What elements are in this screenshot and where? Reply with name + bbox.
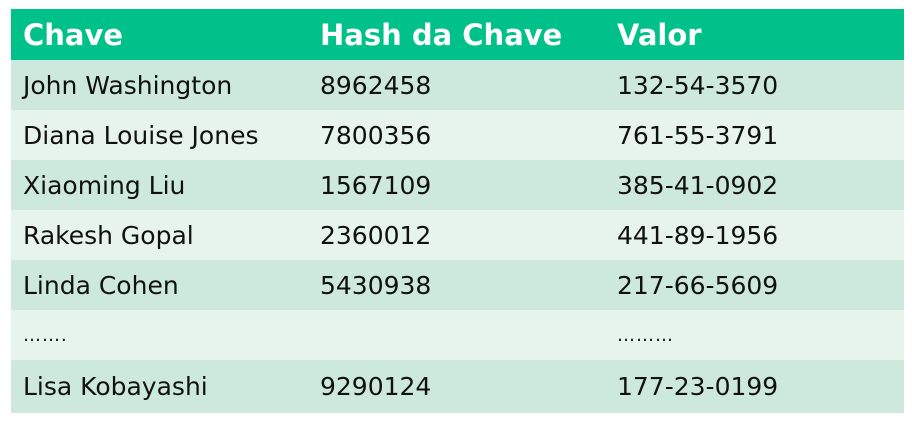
- cell-chave: Rakesh Gopal: [23, 220, 194, 250]
- table-row-ellipsis: ……. ………: [11, 310, 904, 360]
- table-row: Xiaoming Liu 1567109 385-41-0902: [11, 160, 904, 210]
- cell-valor: 177-23-0199: [617, 372, 779, 401]
- cell-chave: Xiaoming Liu: [23, 170, 186, 200]
- table-header: Chave Hash da Chave Valor: [11, 9, 904, 60]
- cell-valor: 761-55-3791: [617, 120, 779, 150]
- table-row: Diana Louise Jones 7800356 761-55-3791: [11, 110, 904, 160]
- cell-chave: Linda Cohen: [23, 270, 179, 300]
- cell-valor: 385-41-0902: [617, 170, 779, 200]
- header-row: Chave Hash da Chave Valor: [11, 9, 904, 60]
- cell-hash: 5430938: [320, 270, 432, 300]
- hash-table: Chave Hash da Chave Valor John Washingto…: [11, 9, 904, 413]
- cell-valor: 217-66-5609: [617, 270, 779, 300]
- table-body: John Washington 8962458 132-54-3570 Dian…: [11, 60, 904, 413]
- cell-chave-ellipsis: …….: [23, 324, 68, 346]
- cell-hash: 7800356: [320, 120, 432, 150]
- table-row: Lisa Kobayashi 9290124 177-23-0199: [11, 360, 904, 413]
- cell-hash-empty: [308, 310, 605, 360]
- column-header-hash: Hash da Chave: [320, 17, 563, 52]
- hash-table-container: Chave Hash da Chave Valor John Washingto…: [11, 9, 904, 413]
- table-row: John Washington 8962458 132-54-3570: [11, 60, 904, 110]
- cell-chave: Diana Louise Jones: [23, 120, 259, 150]
- cell-valor-ellipsis: ………: [617, 324, 674, 346]
- column-header-valor: Valor: [617, 17, 702, 52]
- cell-hash: 2360012: [320, 220, 432, 250]
- cell-valor: 132-54-3570: [617, 70, 779, 100]
- cell-chave: Lisa Kobayashi: [23, 372, 208, 401]
- cell-hash: 1567109: [320, 170, 432, 200]
- cell-chave: John Washington: [23, 70, 233, 100]
- table-row: Rakesh Gopal 2360012 441-89-1956: [11, 210, 904, 260]
- cell-hash: 8962458: [320, 70, 432, 100]
- cell-valor: 441-89-1956: [617, 220, 779, 250]
- cell-hash: 9290124: [320, 372, 432, 401]
- column-header-chave: Chave: [23, 17, 124, 52]
- table-row: Linda Cohen 5430938 217-66-5609: [11, 260, 904, 310]
